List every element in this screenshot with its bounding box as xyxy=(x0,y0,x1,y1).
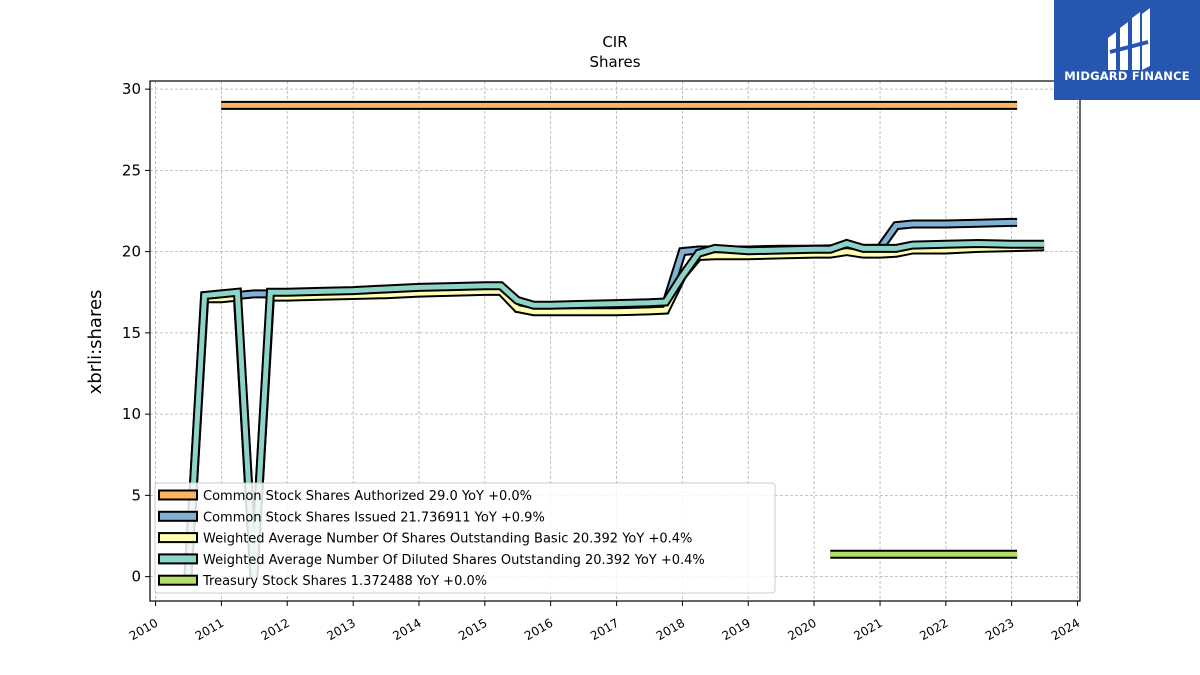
x-tick-label: 2012 xyxy=(259,616,292,643)
legend-label: Weighted Average Number Of Shares Outsta… xyxy=(203,532,692,547)
y-tick-label: 30 xyxy=(122,80,141,98)
brand-name: MIDGARD FINANCE xyxy=(1064,69,1190,83)
y-axis-label: xbrli:shares xyxy=(85,290,106,395)
legend: Common Stock Shares Authorized 29.0 YoY … xyxy=(154,482,776,594)
legend-label: Common Stock Shares Issued 21.736911 YoY… xyxy=(203,510,545,525)
x-tick-label: 2018 xyxy=(654,616,687,643)
y-tick-label: 0 xyxy=(131,568,141,586)
legend-swatch xyxy=(158,510,198,522)
series-lines xyxy=(183,100,1045,577)
x-tick-label: 2015 xyxy=(456,616,489,643)
chart-subtitle: Shares xyxy=(589,53,640,71)
brand-logo: MIDGARD FINANCE xyxy=(1054,0,1200,100)
y-tick-label: 15 xyxy=(122,324,141,342)
plot-frame xyxy=(149,80,1081,602)
x-tick-label: 2019 xyxy=(720,616,753,643)
series-line-3 xyxy=(185,240,1045,577)
x-tick-label: 2010 xyxy=(127,616,160,643)
legend-label: Weighted Average Number Of Diluted Share… xyxy=(203,553,705,568)
chart-title: CIR xyxy=(602,33,627,51)
legend-swatch xyxy=(158,489,198,501)
x-tick-label: 2023 xyxy=(983,616,1016,643)
x-tick-label: 2022 xyxy=(917,616,950,643)
series-line-2 xyxy=(185,244,1045,577)
x-tick-label: 2020 xyxy=(785,616,818,643)
y-tick-label: 10 xyxy=(122,405,141,423)
x-tick-label: 2016 xyxy=(522,616,555,643)
legend-label: Common Stock Shares Authorized 29.0 YoY … xyxy=(203,489,532,504)
y-tick-label: 25 xyxy=(122,161,141,179)
x-tick-label: 2021 xyxy=(851,616,884,643)
legend-box xyxy=(154,482,776,594)
x-tick-label: 2024 xyxy=(1049,616,1082,643)
legend-swatch xyxy=(158,553,198,565)
midgard-logo-icon xyxy=(1108,8,1150,70)
legend-swatch xyxy=(158,532,198,544)
y-tick-label: 5 xyxy=(131,486,141,504)
x-tick-label: 2014 xyxy=(390,616,423,643)
x-tick-label: 2013 xyxy=(325,616,358,643)
legend-swatch xyxy=(158,574,198,586)
legend-label: Treasury Stock Shares 1.372488 YoY +0.0% xyxy=(202,574,487,589)
x-tick-label: 2017 xyxy=(588,616,621,643)
y-tick-label: 20 xyxy=(122,243,141,261)
x-tick-label: 2011 xyxy=(193,616,226,643)
